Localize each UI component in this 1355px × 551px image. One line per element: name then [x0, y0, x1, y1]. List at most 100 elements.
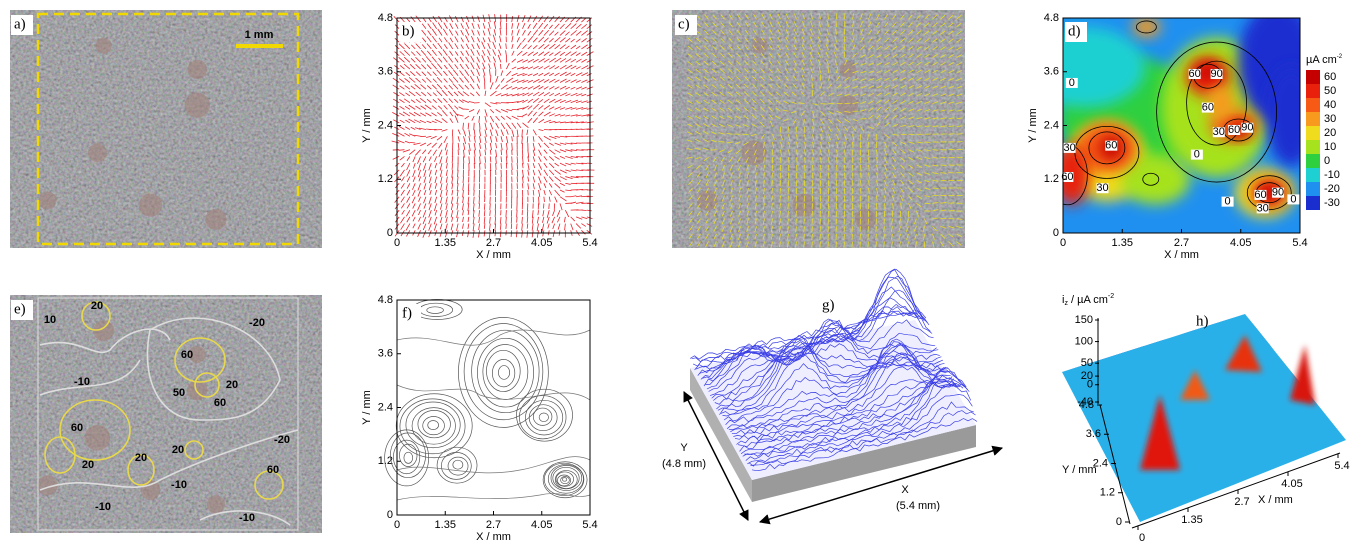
pit: [188, 60, 207, 79]
panel-label: c): [678, 16, 690, 32]
x-tick-label: 0: [394, 237, 400, 249]
colorbar-swatch: [1306, 182, 1320, 196]
colorbar-tick-label: 20: [1324, 127, 1336, 139]
y-tick-label: 1.2: [1044, 173, 1059, 185]
contour-label: -10: [171, 479, 187, 491]
vector: [780, 188, 781, 194]
pit: [855, 209, 876, 230]
y-tick-label: 2.4: [378, 119, 393, 131]
contour-line: [453, 460, 463, 469]
x-axis-label-size: (5.4 mm): [896, 500, 940, 512]
y-tick-label: 0: [387, 509, 393, 521]
vector: [829, 165, 830, 171]
vector: [941, 180, 947, 181]
pit: [205, 209, 226, 230]
y-axis-label: Y: [680, 442, 688, 454]
x-tick-label: 4.05: [531, 237, 552, 249]
vector: [484, 203, 485, 209]
pit: [185, 93, 210, 118]
contour-label: -10: [95, 501, 111, 513]
contour-label: 90: [1241, 122, 1253, 134]
contour-line: [406, 402, 460, 448]
y-tick-label: 3.6: [378, 348, 393, 360]
y-axis-label: Y / mm: [361, 108, 373, 143]
contour-label: 60: [214, 397, 226, 409]
contour-line: [397, 385, 590, 400]
panel-label: d): [1068, 23, 1081, 39]
y-axis-label: Y / mm: [1062, 464, 1097, 476]
contour-line: [519, 396, 566, 439]
contour-line: [472, 330, 540, 413]
x-axis-label: X / mm: [1258, 494, 1293, 506]
vector: [845, 103, 851, 104]
z-tick-label: 0: [1087, 379, 1093, 391]
contour-line: [533, 408, 552, 425]
x-tick-label: 2.7: [1174, 237, 1189, 249]
colorbar-label: µA cm-2: [1306, 54, 1343, 66]
vector: [796, 203, 797, 209]
contour-line: [556, 472, 574, 486]
vector: [836, 234, 837, 240]
vector: [479, 203, 480, 209]
vector: [772, 173, 773, 179]
contour-label: 0: [1290, 193, 1296, 205]
z-axis-label: iz / µA cm-2: [1062, 293, 1114, 307]
y-axis-label: Y / mm: [1027, 108, 1039, 143]
contour-label: 60: [71, 422, 83, 434]
y-tick-label: 3.6: [1086, 428, 1101, 440]
vector: [821, 165, 822, 171]
contour-label: 10: [44, 314, 56, 326]
contour-label: 20: [226, 379, 238, 391]
colorbar-swatch: [1306, 70, 1320, 84]
panel-label: h): [1196, 313, 1209, 329]
contour-line: [396, 394, 472, 458]
vector: [853, 142, 854, 148]
x-tick-label: 2.7: [1234, 496, 1249, 508]
colorbar-swatch: [1306, 168, 1320, 182]
contour-line: [427, 307, 444, 314]
vector: [869, 157, 870, 163]
x-tick-label: 5.4: [582, 237, 597, 249]
x-tick-label: 4.05: [531, 519, 552, 531]
colorbar-swatch: [1306, 84, 1320, 98]
vector: [527, 210, 528, 217]
colorbar-tick-label: 30: [1324, 113, 1336, 125]
x-axis-label: X / mm: [476, 249, 511, 261]
colorbar-swatch: [1306, 140, 1320, 154]
x-tick-label: 0: [1139, 532, 1145, 544]
vector: [788, 196, 789, 202]
contour-line: [419, 303, 452, 316]
x-tick-label: 5.4: [1334, 460, 1349, 472]
contour-label: -10: [74, 376, 90, 388]
x-tick-label: 5.4: [1292, 237, 1307, 249]
pit: [38, 191, 56, 209]
x-tick-label: 0: [394, 519, 400, 531]
vector: [511, 217, 512, 223]
contour-label: 0: [1225, 196, 1231, 208]
colorbar-tick-label: 60: [1324, 71, 1336, 83]
y-tick-label: 2.4: [378, 401, 393, 413]
contour-label: -20: [249, 317, 265, 329]
contour-label: 30: [1257, 202, 1269, 214]
y-axis-label: Y / mm: [361, 390, 373, 425]
contour-label: 60: [181, 349, 193, 361]
colorbar-tick-label: 10: [1324, 141, 1336, 153]
y-tick-label: 4.8: [378, 294, 393, 306]
y-axis-label-size: (4.8 mm): [662, 458, 706, 470]
y-tick-label: 4.8: [378, 12, 393, 24]
plot-frame: [397, 300, 590, 515]
y-tick-label: 4.8: [1079, 399, 1094, 411]
contour-label: 20: [172, 444, 184, 456]
y-tick-label: 3.6: [378, 66, 393, 78]
contour-label: 30: [1096, 182, 1108, 194]
x-tick-label: 1.35: [1112, 237, 1133, 249]
vector: [544, 197, 545, 202]
z-tick-label: 150: [1075, 314, 1093, 326]
vector: [517, 224, 518, 230]
colorbar-tick-label: -10: [1324, 169, 1340, 181]
vector: [539, 197, 540, 205]
colorbar-tick-label: 0: [1324, 155, 1330, 167]
contour-line: [397, 494, 590, 500]
vector: [861, 180, 862, 186]
vector: [517, 163, 518, 169]
